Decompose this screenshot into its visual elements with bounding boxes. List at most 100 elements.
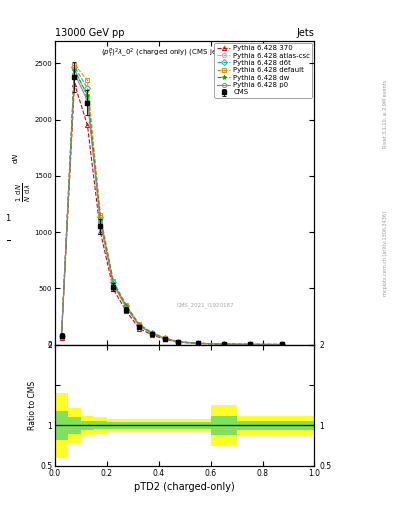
Pythia 6.428 default bbox=[111, 278, 116, 284]
Pythia 6.428 370 bbox=[280, 342, 285, 348]
Pythia 6.428 atlas-csc bbox=[247, 342, 252, 348]
Line: Pythia 6.428 p0: Pythia 6.428 p0 bbox=[59, 72, 284, 347]
Pythia 6.428 p0 bbox=[247, 342, 252, 348]
Pythia 6.428 default bbox=[280, 342, 285, 348]
Pythia 6.428 dw bbox=[163, 335, 168, 342]
Text: $\frac{\ }{\ }$: $\frac{\ }{\ }$ bbox=[6, 233, 10, 244]
Pythia 6.428 d6t bbox=[72, 64, 77, 70]
Pythia 6.428 p0 bbox=[221, 341, 226, 347]
Pythia 6.428 p0 bbox=[137, 323, 142, 329]
Pythia 6.428 p0 bbox=[280, 342, 285, 348]
Pythia 6.428 d6t bbox=[280, 342, 285, 348]
Pythia 6.428 default bbox=[85, 77, 90, 83]
Pythia 6.428 atlas-csc bbox=[124, 304, 129, 310]
Text: $\mathrm{d}N$: $\mathrm{d}N$ bbox=[11, 153, 20, 164]
Legend: Pythia 6.428 370, Pythia 6.428 atlas-csc, Pythia 6.428 d6t, Pythia 6.428 default: Pythia 6.428 370, Pythia 6.428 atlas-csc… bbox=[215, 43, 312, 98]
Pythia 6.428 d6t bbox=[150, 330, 155, 336]
Pythia 6.428 370 bbox=[221, 341, 226, 347]
Pythia 6.428 370 bbox=[85, 122, 90, 129]
Pythia 6.428 dw bbox=[98, 217, 103, 223]
Text: Rivet 3.1.10, ≥ 2.9M events: Rivet 3.1.10, ≥ 2.9M events bbox=[383, 80, 387, 148]
Pythia 6.428 dw bbox=[72, 67, 77, 73]
Pythia 6.428 atlas-csc bbox=[163, 335, 168, 342]
Pythia 6.428 d6t bbox=[221, 341, 226, 347]
Pythia 6.428 atlas-csc bbox=[98, 218, 103, 224]
Pythia 6.428 default bbox=[124, 302, 129, 308]
Pythia 6.428 dw bbox=[176, 338, 181, 345]
Pythia 6.428 atlas-csc bbox=[150, 330, 155, 336]
Pythia 6.428 370 bbox=[137, 326, 142, 332]
Pythia 6.428 dw bbox=[137, 322, 142, 328]
Pythia 6.428 370 bbox=[247, 342, 252, 348]
Pythia 6.428 atlas-csc bbox=[176, 339, 181, 345]
Pythia 6.428 d6t bbox=[247, 342, 252, 348]
Line: Pythia 6.428 d6t: Pythia 6.428 d6t bbox=[59, 65, 284, 347]
Pythia 6.428 default bbox=[72, 61, 77, 68]
Pythia 6.428 dw bbox=[195, 340, 200, 346]
Pythia 6.428 dw bbox=[221, 341, 226, 347]
Pythia 6.428 default bbox=[221, 341, 226, 347]
Pythia 6.428 dw bbox=[59, 333, 64, 339]
Text: 1: 1 bbox=[5, 214, 11, 223]
Pythia 6.428 p0 bbox=[150, 331, 155, 337]
Pythia 6.428 d6t bbox=[124, 303, 129, 309]
Pythia 6.428 atlas-csc bbox=[85, 94, 90, 100]
Pythia 6.428 atlas-csc bbox=[137, 323, 142, 329]
Pythia 6.428 default bbox=[163, 335, 168, 342]
Pythia 6.428 atlas-csc bbox=[72, 66, 77, 72]
Pythia 6.428 370 bbox=[124, 308, 129, 314]
Pythia 6.428 d6t bbox=[98, 215, 103, 221]
Pythia 6.428 370 bbox=[59, 335, 64, 341]
Pythia 6.428 atlas-csc bbox=[221, 341, 226, 347]
Pythia 6.428 p0 bbox=[111, 282, 116, 288]
Text: Jets: Jets bbox=[297, 28, 314, 38]
Pythia 6.428 370 bbox=[163, 336, 168, 343]
Pythia 6.428 atlas-csc bbox=[195, 340, 200, 346]
Pythia 6.428 d6t bbox=[59, 333, 64, 339]
Pythia 6.428 dw bbox=[111, 280, 116, 286]
Line: Pythia 6.428 370: Pythia 6.428 370 bbox=[59, 81, 284, 347]
Pythia 6.428 p0 bbox=[72, 71, 77, 77]
Pythia 6.428 p0 bbox=[59, 333, 64, 339]
Pythia 6.428 370 bbox=[111, 286, 116, 292]
Pythia 6.428 370 bbox=[150, 332, 155, 338]
Pythia 6.428 default bbox=[247, 342, 252, 348]
Pythia 6.428 370 bbox=[176, 339, 181, 345]
X-axis label: pTD2 (charged-only): pTD2 (charged-only) bbox=[134, 482, 235, 492]
Pythia 6.428 370 bbox=[195, 340, 200, 347]
Pythia 6.428 370 bbox=[98, 229, 103, 235]
Pythia 6.428 p0 bbox=[124, 305, 129, 311]
Pythia 6.428 default bbox=[59, 332, 64, 338]
Text: $(p_T^P)^2\lambda\_0^2$ (charged only) (CMS jet substructure): $(p_T^P)^2\lambda\_0^2$ (charged only) (… bbox=[101, 47, 269, 60]
Line: Pythia 6.428 dw: Pythia 6.428 dw bbox=[59, 68, 284, 347]
Text: mcplots.cern.ch [arXiv:1306.3436]: mcplots.cern.ch [arXiv:1306.3436] bbox=[383, 211, 387, 296]
Pythia 6.428 default bbox=[195, 340, 200, 346]
Pythia 6.428 p0 bbox=[163, 336, 168, 342]
Pythia 6.428 default bbox=[137, 321, 142, 327]
Pythia 6.428 dw bbox=[124, 303, 129, 309]
Pythia 6.428 d6t bbox=[163, 335, 168, 342]
Pythia 6.428 dw bbox=[150, 330, 155, 336]
Pythia 6.428 p0 bbox=[176, 339, 181, 345]
Pythia 6.428 d6t bbox=[176, 338, 181, 345]
Y-axis label: Ratio to CMS: Ratio to CMS bbox=[28, 380, 37, 430]
Line: Pythia 6.428 atlas-csc: Pythia 6.428 atlas-csc bbox=[59, 67, 284, 347]
Pythia 6.428 dw bbox=[247, 342, 252, 348]
Pythia 6.428 p0 bbox=[98, 220, 103, 226]
Pythia 6.428 d6t bbox=[137, 322, 142, 328]
Pythia 6.428 default bbox=[176, 338, 181, 345]
Pythia 6.428 atlas-csc bbox=[59, 333, 64, 339]
Pythia 6.428 dw bbox=[280, 342, 285, 348]
Pythia 6.428 d6t bbox=[111, 279, 116, 285]
Pythia 6.428 default bbox=[98, 212, 103, 218]
Pythia 6.428 d6t bbox=[195, 340, 200, 346]
Text: 13000 GeV pp: 13000 GeV pp bbox=[55, 28, 125, 38]
Y-axis label: $\frac{1}{N}\,\frac{\mathrm{d}N}{\mathrm{d}\lambda}$: $\frac{1}{N}\,\frac{\mathrm{d}N}{\mathrm… bbox=[15, 183, 33, 202]
Text: CMS_2021_I1920187: CMS_2021_I1920187 bbox=[177, 302, 234, 308]
Pythia 6.428 atlas-csc bbox=[111, 281, 116, 287]
Pythia 6.428 p0 bbox=[85, 97, 90, 103]
Line: Pythia 6.428 default: Pythia 6.428 default bbox=[59, 62, 284, 347]
Pythia 6.428 atlas-csc bbox=[280, 342, 285, 348]
Pythia 6.428 d6t bbox=[85, 85, 90, 91]
Pythia 6.428 dw bbox=[85, 92, 90, 98]
